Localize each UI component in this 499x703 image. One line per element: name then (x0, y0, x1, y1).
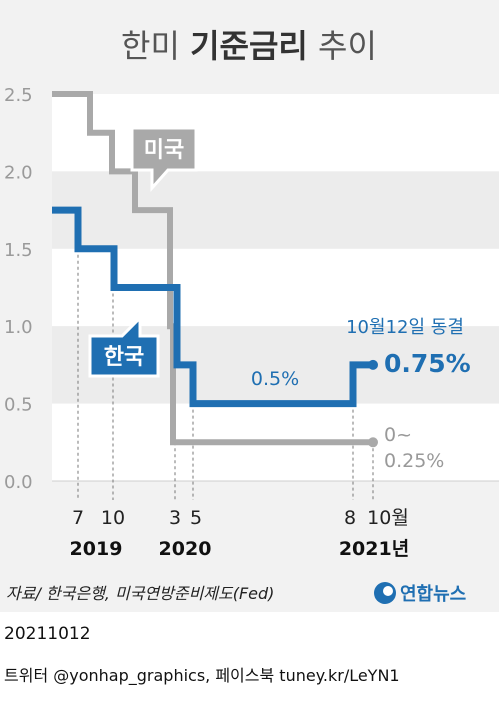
x-tick-label: 3 (169, 507, 181, 529)
source-text: 자료/ 한국은행, 미국연방준비제도(Fed) (6, 584, 274, 603)
y-tick-label: 2.5 (4, 85, 33, 106)
legend-us-bubble (130, 126, 198, 192)
x-tick-label: 5 (190, 507, 202, 529)
legend-us-label: 미국 (144, 138, 184, 163)
annotation-korea-end: 0.75% (384, 349, 471, 378)
annotation-freeze: 10월12일 동결 (346, 317, 464, 338)
y-tick-label: 1.5 (4, 240, 33, 261)
x-year-label: 2021년 (339, 538, 409, 560)
legend-korea-bubble (88, 314, 160, 378)
grid-band (52, 171, 499, 249)
series-line-us (52, 91, 373, 446)
yonhap-logo: 연합뉴스 (374, 582, 466, 605)
y-axis: 2.5 2.0 1.5 1.0 0.5 0.0 (4, 85, 33, 493)
yonhap-logo-text: 연합뉴스 (400, 583, 466, 605)
point-korea-end (368, 359, 378, 370)
x-tick-label: 8 (344, 507, 356, 529)
x-tick-label: 7 (72, 507, 84, 529)
guide-lines (77, 248, 374, 500)
annotation-us-end-2: 0.25% (384, 450, 444, 472)
chart-title: 한미 기준금리 추이 (121, 27, 377, 65)
x-tick-label: 10 (101, 507, 125, 529)
series-line-korea (52, 206, 373, 408)
x-tick-label: 10월 (367, 507, 409, 529)
grid-band (52, 94, 499, 172)
y-tick-label: 0.5 (4, 395, 33, 416)
y-tick-label: 1.0 (4, 317, 33, 338)
x-year-label: 2020 (159, 538, 212, 560)
legend-korea-label: 한국 (104, 345, 144, 370)
point-us-end (368, 437, 378, 448)
legend-korea: 한국 (88, 314, 160, 378)
annotation-us-end-1: 0~ (384, 424, 412, 446)
date-stamp: 20211012 (4, 624, 91, 644)
footer (0, 612, 499, 703)
yonhap-logo-icon-inner (383, 586, 393, 596)
legend-us: 미국 (130, 126, 198, 192)
annotation-korea-mid: 0.5% (251, 368, 299, 390)
x-year-label: 2019 (70, 538, 123, 560)
y-tick-label: 0.0 (4, 472, 33, 493)
social-links: 트위터 @yonhap_graphics, 페이스북 tuney.kr/LeYN… (4, 666, 400, 685)
y-tick-label: 2.0 (4, 162, 33, 183)
x-axis: 7 10 3 5 8 10월 2019 2020 2021년 (70, 507, 410, 560)
